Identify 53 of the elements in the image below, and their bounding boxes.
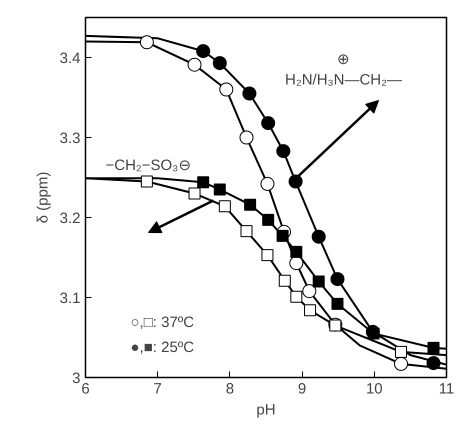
point bbox=[290, 290, 302, 303]
point bbox=[240, 225, 253, 238]
x-tick-label: 9 bbox=[298, 380, 306, 398]
point bbox=[261, 116, 276, 130]
annotation: ●,■: 25ºC bbox=[130, 339, 194, 356]
point bbox=[212, 56, 227, 70]
y-tick-label: 3.1 bbox=[60, 290, 81, 307]
point bbox=[330, 272, 344, 286]
point bbox=[188, 58, 202, 72]
point bbox=[276, 144, 290, 158]
point bbox=[329, 320, 342, 332]
point bbox=[302, 284, 316, 298]
point bbox=[395, 346, 408, 358]
x-tick-label: 7 bbox=[154, 380, 162, 398]
y-axis-title: δ (ppm) bbox=[34, 172, 52, 224]
x-tick-label: 8 bbox=[226, 380, 234, 398]
point bbox=[394, 356, 408, 371]
point bbox=[312, 230, 326, 244]
annotation: ○,□: 37ºC bbox=[130, 314, 194, 331]
point bbox=[426, 356, 441, 370]
y-tick-label: 3 bbox=[72, 370, 80, 387]
y-tick-label: 3.3 bbox=[60, 130, 81, 147]
point bbox=[276, 230, 289, 242]
point bbox=[218, 200, 231, 212]
point bbox=[188, 188, 201, 200]
point bbox=[312, 276, 325, 288]
y-tick-label: 3.4 bbox=[60, 50, 81, 67]
point bbox=[240, 130, 254, 144]
point bbox=[197, 176, 210, 188]
point bbox=[304, 304, 316, 316]
point bbox=[196, 44, 210, 58]
point bbox=[331, 298, 344, 310]
point bbox=[368, 328, 380, 340]
x-tick-label: 6 bbox=[81, 380, 90, 398]
x-tick-label: 10 bbox=[366, 380, 383, 398]
point bbox=[428, 342, 440, 354]
point bbox=[219, 82, 234, 96]
x-tick-label: 11 bbox=[438, 380, 454, 398]
point bbox=[289, 256, 304, 270]
annotation: ⊕ H₂N/H₃N—CH₂— bbox=[285, 51, 402, 88]
point bbox=[261, 249, 274, 262]
x-axis-title: pH bbox=[256, 402, 276, 418]
point bbox=[242, 86, 256, 100]
point bbox=[290, 246, 302, 258]
point bbox=[278, 274, 291, 287]
point bbox=[262, 214, 274, 226]
point bbox=[140, 176, 153, 188]
point bbox=[214, 184, 226, 196]
point bbox=[140, 35, 154, 50]
annotation: −CH₂−SO₃⊖ bbox=[106, 157, 192, 174]
point bbox=[260, 176, 274, 191]
point bbox=[244, 198, 256, 211]
y-tick-label: 3.2 bbox=[60, 210, 81, 227]
